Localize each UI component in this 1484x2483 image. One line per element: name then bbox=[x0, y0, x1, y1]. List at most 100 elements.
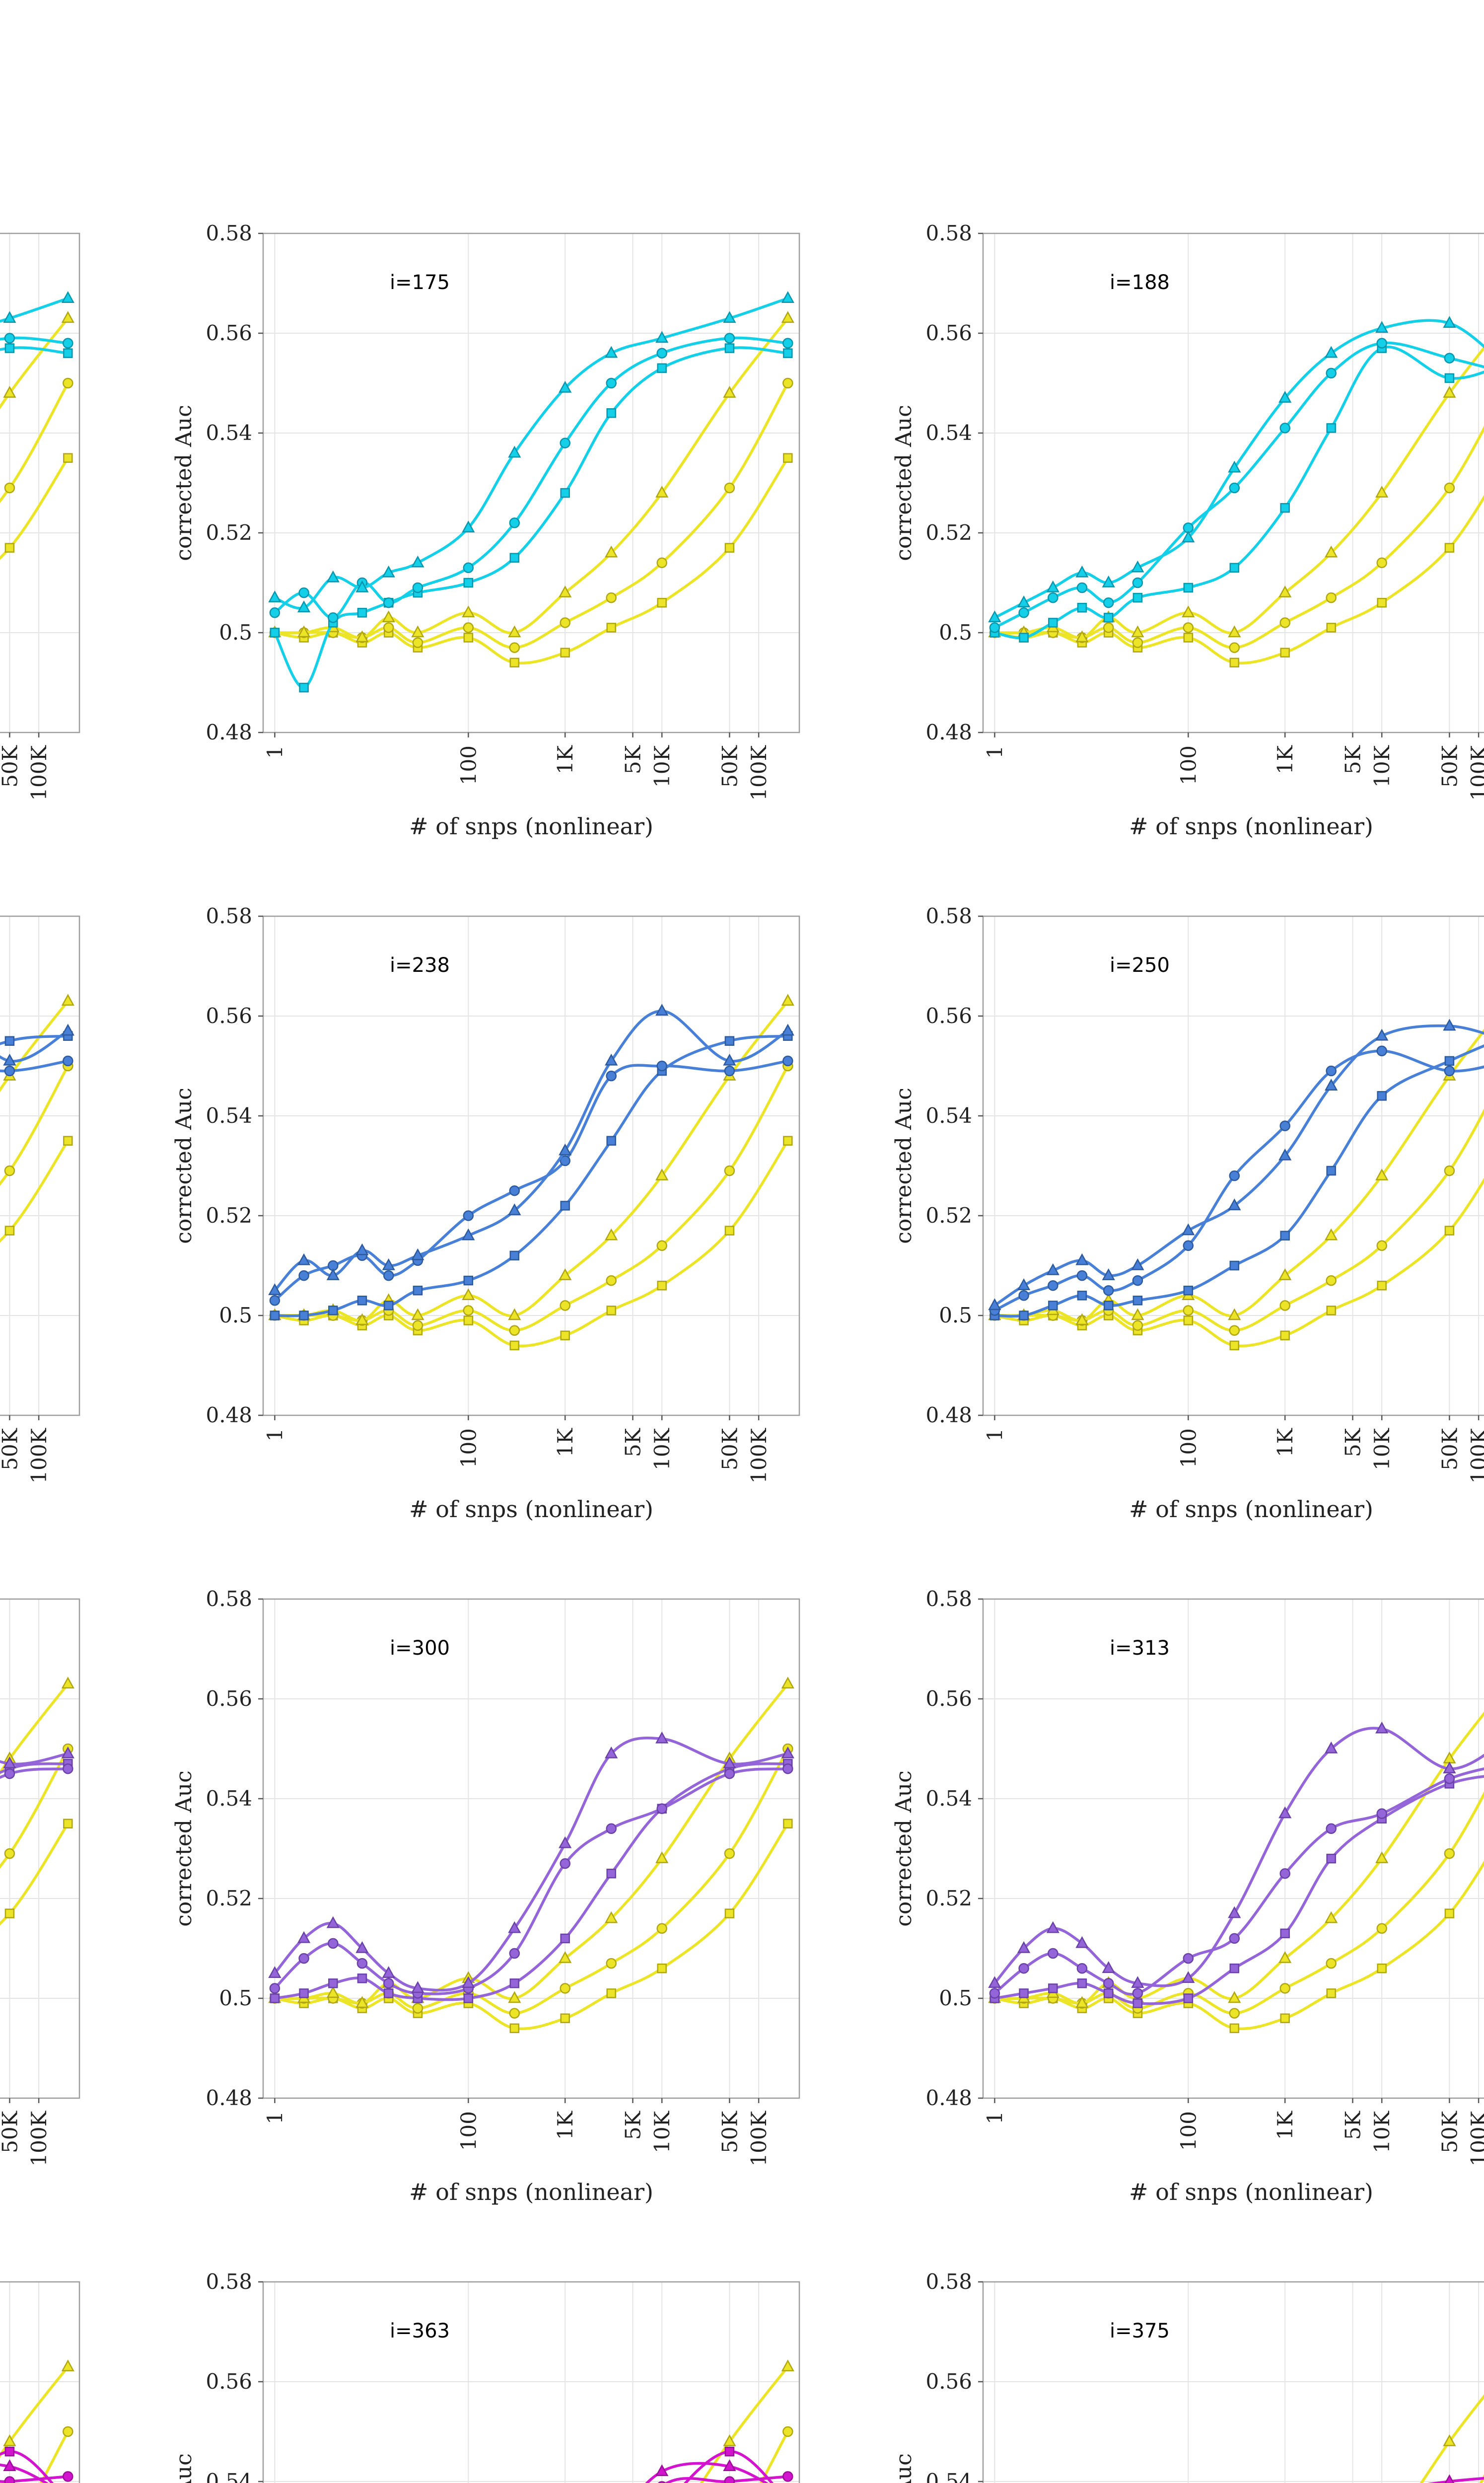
plot-frame bbox=[982, 1598, 1484, 2099]
square-marker bbox=[657, 1280, 667, 1291]
triangle-marker bbox=[61, 1677, 74, 1689]
circle-marker bbox=[782, 1763, 793, 1774]
triangle-marker bbox=[723, 1756, 736, 1768]
triangle-marker bbox=[1443, 1761, 1456, 1773]
circle-marker bbox=[1326, 367, 1337, 379]
circle-marker bbox=[1376, 1808, 1387, 1819]
circle-marker bbox=[560, 1983, 570, 1994]
triangle-marker bbox=[3, 2434, 16, 2446]
y-axis-label: corrected Auc bbox=[891, 2453, 917, 2483]
series-line bbox=[1419, 2394, 1484, 2483]
square-marker bbox=[724, 343, 735, 353]
square-marker bbox=[270, 1993, 280, 2003]
triangle-marker bbox=[1075, 1996, 1089, 2008]
square-marker bbox=[1229, 1340, 1240, 1351]
circle-marker bbox=[1444, 353, 1455, 364]
square-marker bbox=[509, 1340, 520, 1351]
triangle-marker bbox=[508, 1308, 521, 1320]
triangle-marker bbox=[1443, 386, 1456, 398]
triangle-marker bbox=[1075, 630, 1089, 643]
triangle-marker bbox=[1375, 1028, 1389, 1041]
square-marker bbox=[1326, 1988, 1336, 1998]
x-tick-label: 100 bbox=[1176, 745, 1201, 785]
square-marker bbox=[1280, 1928, 1290, 1939]
x-tick-label: 1 bbox=[263, 1428, 287, 1442]
circle-marker bbox=[4, 1065, 15, 1077]
chart-svg: 0.480.50.520.540.560.5811001K5K10K50K100… bbox=[0, 915, 80, 1484]
y-tick-label: 0.56 bbox=[206, 1004, 252, 1028]
y-tick-label: 0.54 bbox=[206, 2469, 252, 2483]
circle-marker bbox=[298, 587, 309, 598]
square-marker bbox=[463, 1315, 474, 1325]
square-marker bbox=[4, 1908, 15, 1918]
y-tick-label: 0.54 bbox=[206, 1786, 252, 1811]
chart-title: i=188 bbox=[1110, 271, 1170, 294]
series-line bbox=[993, 1049, 1484, 1312]
triangle-marker bbox=[1375, 486, 1389, 498]
triangle-marker bbox=[382, 1258, 395, 1270]
triangle-marker bbox=[1325, 1911, 1338, 1923]
square-marker bbox=[606, 1306, 616, 1315]
square-marker bbox=[1444, 1226, 1455, 1236]
chart-title: i=250 bbox=[1110, 954, 1170, 977]
square-marker bbox=[783, 348, 793, 358]
circle-marker bbox=[1183, 1305, 1194, 1316]
circle-marker bbox=[724, 2476, 735, 2483]
circle-marker bbox=[509, 642, 520, 653]
x-tick-label: 100 bbox=[1176, 2111, 1201, 2151]
triangle-marker bbox=[1375, 1851, 1389, 1863]
y-tick-label: 0.56 bbox=[206, 1686, 252, 1711]
circle-marker bbox=[1018, 1290, 1029, 1301]
triangle-marker bbox=[1325, 1079, 1338, 1091]
triangle-marker bbox=[508, 1991, 521, 2003]
triangle-marker bbox=[61, 1023, 74, 1036]
y-tick-label: 0.48 bbox=[206, 2086, 252, 2110]
square-marker bbox=[1103, 613, 1114, 623]
circle-marker bbox=[658, 2481, 666, 2483]
square-marker bbox=[1229, 1260, 1240, 1271]
circle-marker bbox=[1376, 1240, 1387, 1251]
y-tick-label: 0.56 bbox=[925, 1004, 972, 1028]
y-tick-label: 0.52 bbox=[925, 1203, 972, 1228]
triangle-marker bbox=[508, 1921, 521, 1933]
circle-marker bbox=[1132, 577, 1143, 588]
circle-marker bbox=[1103, 622, 1114, 633]
triangle-marker bbox=[355, 1243, 369, 1255]
circle-marker bbox=[1229, 642, 1240, 653]
x-tick-label: 5K bbox=[621, 1427, 645, 1457]
chart-partial-p363: 0.480.50.520.540.560.5811001K5K10K50K100… bbox=[0, 2217, 89, 2483]
triangle-marker bbox=[411, 1248, 424, 1260]
triangle-marker bbox=[605, 1746, 618, 1758]
circle-marker bbox=[560, 1155, 570, 1167]
square-marker bbox=[63, 348, 73, 358]
series-group bbox=[268, 1677, 794, 2034]
triangle-marker bbox=[1182, 1223, 1195, 1236]
chart-partial-p238: 0.480.50.520.540.560.5811001K5K10K50K100… bbox=[0, 852, 89, 1536]
circle-marker bbox=[509, 2008, 520, 2019]
circle-marker bbox=[1183, 622, 1194, 633]
series-line bbox=[273, 296, 789, 610]
y-axis-label: corrected Auc bbox=[171, 1088, 197, 1244]
square-marker bbox=[63, 453, 73, 463]
square-marker bbox=[657, 1963, 667, 1973]
series-line bbox=[1427, 2477, 1484, 2483]
triangle-marker bbox=[61, 291, 74, 303]
triangle-marker bbox=[326, 1268, 340, 1280]
triangle-marker bbox=[1046, 1921, 1060, 1933]
square-marker bbox=[509, 1978, 520, 1988]
square-marker bbox=[270, 1311, 280, 1320]
triangle-marker bbox=[559, 380, 572, 393]
square-marker bbox=[657, 363, 667, 373]
circle-marker bbox=[63, 1055, 73, 1067]
triangle-marker bbox=[1325, 1741, 1338, 1753]
circle-marker bbox=[63, 338, 73, 349]
triangle-marker bbox=[605, 545, 618, 558]
series-group bbox=[0, 291, 74, 560]
series-line bbox=[0, 1059, 70, 1073]
circle-marker bbox=[463, 562, 474, 574]
circle-marker bbox=[724, 1768, 735, 1779]
square-marker bbox=[560, 488, 570, 498]
circle-marker bbox=[1229, 482, 1240, 494]
series-line bbox=[0, 1029, 70, 1063]
